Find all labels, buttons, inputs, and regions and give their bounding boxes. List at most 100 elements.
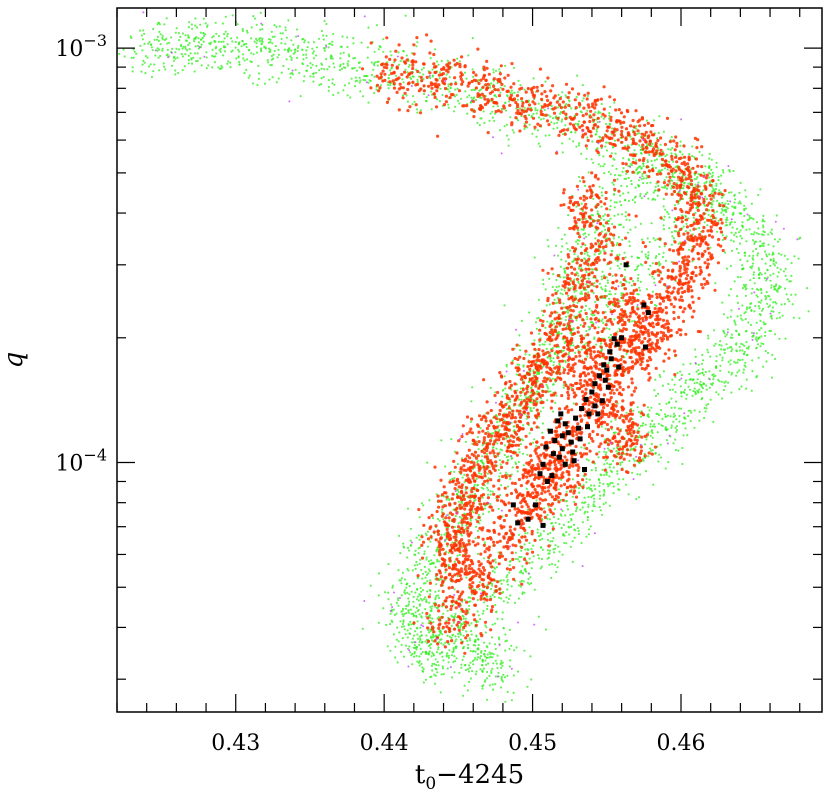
outer-region-point [725,333,728,336]
outer-region-point [713,188,716,192]
outer-region-point [724,335,727,338]
outer-region-point [776,266,779,269]
inner-region-point [433,639,437,643]
outer-region-point [537,102,540,105]
outer-region-point [498,129,502,132]
outer-region-point [433,662,436,666]
outer-region-point [772,310,775,313]
outer-region-point [765,360,768,363]
outer-region-point [629,135,632,138]
outer-region-point [311,63,314,66]
outer-region-point [588,307,591,310]
outer-region-point [568,526,571,529]
outer-region-point [333,66,336,69]
outer-region-point [411,652,414,656]
outer-region-point [217,35,221,38]
outer-region-point [537,535,541,538]
outer-region-point [446,545,449,548]
outer-region-point [717,175,720,178]
inner-region-point [492,521,496,525]
outer-region-point [523,122,526,125]
outer-region-point [703,204,707,207]
outer-region-point [585,477,588,480]
outer-region-point [757,232,760,236]
outer-region-point [575,319,578,322]
outer-region-point [459,633,462,636]
outer-region-point [581,84,584,87]
outer-region-point [419,626,422,629]
outer-region-point [755,376,758,379]
outer-region-point [396,626,399,629]
outer-region-point [147,65,151,68]
outer-region-point [551,377,554,380]
outer-region-point [670,243,673,246]
outer-region-point [196,26,199,29]
outer-region-point [575,145,578,148]
inner-region-point [482,568,487,572]
outer-region-point [373,50,376,53]
outer-region-point [331,43,334,47]
outer-region-point [597,326,600,329]
inner-region-point [487,545,491,549]
outer-region-point [533,588,536,591]
outer-region-point [639,424,642,427]
outer-region-point [625,177,628,180]
outer-region-point [573,536,576,539]
outer-region-point [432,621,435,624]
outer-region-point [306,64,309,67]
outer-region-point [484,655,487,658]
outer-region-point [653,425,657,428]
inner-region-point [574,444,578,449]
outer-region-point [415,45,418,48]
inner-region-point [426,626,430,630]
outer-region-point [715,360,718,363]
outer-region-point [332,93,335,97]
outer-region-point [658,453,661,456]
outer-region-point [363,75,366,78]
outer-region-point [526,548,529,551]
outer-region-point [476,658,479,661]
outer-region-point [720,344,723,347]
outer-region-point [453,560,456,563]
outer-region-point [606,483,609,486]
outer-region-point [447,564,450,567]
outer-region-point [549,540,552,543]
outer-region-point [456,575,459,578]
outer-region-point [748,214,751,217]
outer-region-point [409,608,412,611]
outer-region-point [502,673,505,677]
outer-region-point [651,275,654,278]
outer-region-point [197,44,200,48]
outer-region-point [537,557,541,560]
outer-region-point [608,297,611,300]
outer-region-point [413,652,416,655]
outer-region-point [606,462,609,465]
inner-region-point [464,636,468,640]
outer-region-point [651,449,654,452]
outer-region-point [142,59,145,63]
outer-region-point [407,65,410,68]
outer-region-point [468,604,471,607]
outer-region-point [223,50,227,53]
outer-region-point [405,644,408,647]
outer-region-point [579,323,582,327]
outer-region-point [495,566,498,569]
outer-region-point [414,611,417,614]
outer-region-point [521,592,524,596]
outer-region-point [416,626,419,629]
outer-region-point [607,336,611,339]
outer-region-point [647,197,650,200]
outer-region-point [193,52,197,55]
outer-region-point [767,305,770,309]
outer-region-point [711,383,714,386]
outer-region-point [702,171,705,174]
outer-region-point [435,60,439,63]
outer-region-point [539,546,543,549]
outer-region-point [726,316,729,319]
outer-region-point [520,569,523,573]
outer-region-point [581,506,584,509]
inner-region-point [430,625,435,629]
outer-region-point [552,525,555,528]
outer-region-point [694,393,697,396]
outer-region-point [512,131,516,134]
